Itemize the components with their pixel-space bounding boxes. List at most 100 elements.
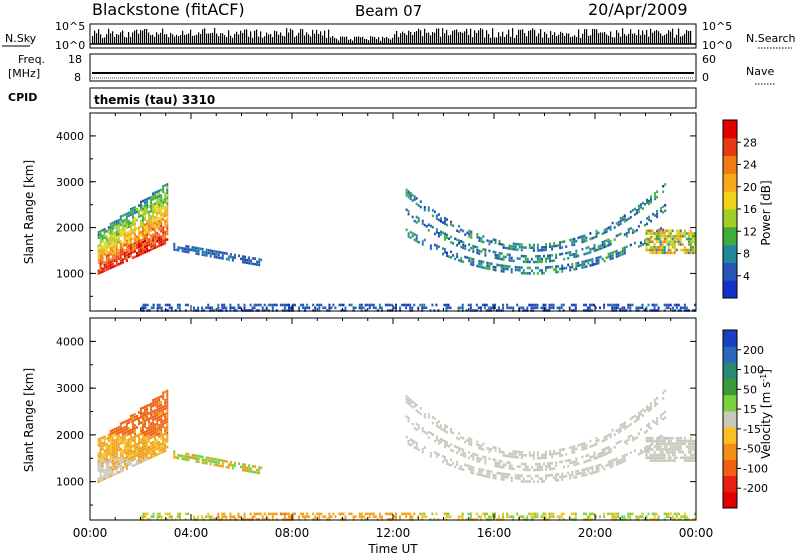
velocity-echo-cell <box>629 451 632 454</box>
colorbar-cell <box>723 280 737 299</box>
power-echo-cell <box>524 272 527 275</box>
velocity-echo-cell <box>498 472 501 475</box>
velocity-echo-cell <box>117 462 120 466</box>
power-echo-cell <box>160 210 163 214</box>
velocity-echo-cell <box>469 512 472 516</box>
power-echo-cell <box>152 211 155 215</box>
velocity-echo-cell <box>154 431 157 435</box>
power-echo-cell <box>615 252 618 256</box>
power-echo-cell <box>133 239 136 242</box>
power-echo-cell <box>354 306 357 310</box>
velocity-echo-cell <box>687 442 690 446</box>
velocity-echo-cell <box>435 452 438 455</box>
velocity-echo-cell <box>464 463 467 467</box>
power-echo-cell <box>133 250 136 253</box>
velocity-echo-cell <box>431 433 434 436</box>
velocity-echo-cell <box>107 475 110 479</box>
power-echo-cell <box>656 210 659 213</box>
power-echo-cell <box>654 214 657 217</box>
velocity-echo-cell <box>444 442 446 446</box>
velocity-echo-cell <box>407 512 410 516</box>
power-echo-cell <box>109 252 112 256</box>
nsky-bar <box>428 32 430 44</box>
power-echo-cell <box>123 257 126 260</box>
power-echo-cell <box>488 267 491 271</box>
power-echo-cell <box>154 246 157 249</box>
velocity-echo-cell <box>156 515 159 518</box>
nsky-bar <box>340 36 342 44</box>
power-echo-cell <box>508 259 511 262</box>
power-echo-cell <box>423 238 426 242</box>
velocity-echo-cell <box>109 443 112 447</box>
velocity-echo-cell <box>148 420 151 424</box>
nsky-bar <box>594 29 596 44</box>
velocity-echo-cell <box>152 429 155 433</box>
power-echo-cell <box>150 306 153 310</box>
velocity-echo-cell <box>526 465 529 469</box>
velocity-echo-cell <box>435 424 438 428</box>
velocity-echo-cell <box>101 470 104 473</box>
power-echo-cell <box>156 212 159 216</box>
power-echo-cell <box>150 198 153 202</box>
velocity-echo-cell <box>597 467 600 470</box>
nsky-bar <box>496 37 498 44</box>
velocity-echo-cell <box>648 422 650 426</box>
power-echo-cell <box>146 303 149 307</box>
nsky-bar <box>328 29 330 44</box>
power-echo-cell <box>591 236 594 240</box>
velocity-echo-cell <box>646 424 648 427</box>
nsky-bar <box>372 36 374 44</box>
power-echo-cell <box>694 237 696 241</box>
velocity-echo-cell <box>166 398 169 401</box>
nsky-bar <box>516 35 518 44</box>
power-echo-cell <box>683 229 686 233</box>
velocity-echo-cell <box>500 450 503 454</box>
power-echo-cell <box>444 248 446 251</box>
power-echo-cell <box>154 196 157 200</box>
velocity-echo-cell <box>645 436 648 440</box>
velocity-echo-cell <box>667 448 670 451</box>
velocity-echo-cell <box>631 416 634 419</box>
velocity-echo-cell <box>623 421 626 425</box>
velocity-echo-cell <box>494 449 497 452</box>
velocity-echo-cell <box>415 409 418 412</box>
velocity-echo-cell <box>205 515 208 518</box>
velocity-echo-cell <box>257 512 260 516</box>
velocity-echo-cell <box>656 402 659 406</box>
power-echo-cell <box>591 260 594 264</box>
velocity-echo-cell <box>595 442 598 446</box>
velocity-echo-cell <box>655 453 658 457</box>
power-echo-cell <box>125 234 128 238</box>
velocity-echo-cell <box>160 445 163 449</box>
velocity-echo-cell <box>386 512 389 516</box>
velocity-echo-cell <box>150 450 153 453</box>
velocity-echo-cell <box>258 471 261 475</box>
power-echo-cell <box>131 251 134 254</box>
nsky-bar <box>430 35 432 44</box>
power-echo-cell <box>593 236 596 239</box>
power-echo-cell <box>619 250 622 254</box>
velocity-echo-cell <box>478 467 481 471</box>
velocity-echo-cell <box>502 472 505 476</box>
power-echo-cell <box>574 306 577 310</box>
velocity-echo-cell <box>694 448 696 451</box>
power-echo-cell <box>138 237 140 240</box>
velocity-echo-cell <box>520 456 523 460</box>
velocity-echo-cell <box>158 432 161 436</box>
velocity-echo-cell <box>140 421 142 424</box>
velocity-echo-cell <box>536 456 539 460</box>
power-echo-cell <box>656 190 659 193</box>
velocity-echo-cell <box>478 446 481 450</box>
power-echo-cell <box>140 206 142 209</box>
velocity-echo-cell <box>694 453 696 457</box>
power-echo-cell <box>518 266 521 269</box>
velocity-echo-cell <box>545 450 547 454</box>
power-echo-cell <box>407 212 410 216</box>
velocity-echo-cell <box>510 455 513 458</box>
velocity-echo-cell <box>281 512 284 516</box>
power-echo-cell <box>607 238 610 241</box>
velocity-echo-cell <box>667 436 670 440</box>
power-echo-cell <box>520 266 523 269</box>
velocity-echo-cell <box>411 400 414 403</box>
velocity-echo-cell <box>516 474 519 477</box>
